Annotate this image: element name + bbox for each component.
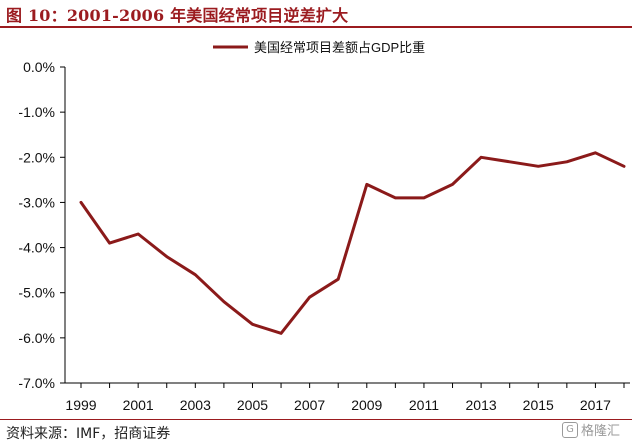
title-rule: [0, 26, 632, 28]
legend-label: 美国经常项目差额占GDP比重: [254, 40, 425, 55]
y-tick-label: -5.0%: [18, 285, 55, 301]
y-tick-label: -6.0%: [18, 330, 55, 346]
x-tick-label: 2015: [523, 397, 554, 413]
x-tick-label: 2003: [180, 397, 211, 413]
legend: 美国经常项目差额占GDP比重: [213, 40, 425, 55]
source-note: 资料来源：IMF，招商证券: [6, 426, 171, 442]
x-tick-label: 1999: [65, 397, 96, 413]
x-tick-label: 2013: [466, 397, 497, 413]
bottom-rule: [0, 419, 632, 420]
y-axis: 0.0% -1.0% -2.0% -3.0% -4.0% -5.0% -6.0% -7.0%: [18, 59, 66, 391]
y-tick-label: -3.0%: [18, 194, 55, 210]
y-tick-label: -7.0%: [18, 375, 55, 391]
y-tick-label: 0.0%: [23, 59, 55, 75]
y-tick-label: -4.0%: [18, 240, 55, 256]
x-axis: 1999 2001 2003 2005 2007 2009 2011 2013 2015 2017: [65, 382, 630, 413]
watermark: G 格隆汇: [561, 420, 620, 439]
y-tick-label: -2.0%: [18, 149, 55, 165]
watermark-logo-icon: G: [561, 421, 578, 438]
x-tick-label: 2001: [123, 397, 154, 413]
x-tick-label: 2007: [294, 397, 325, 413]
series-line: [79, 151, 626, 335]
y-tick-label: -1.0%: [18, 104, 55, 120]
figure-title: 图 10：2001-2006 年美国经常项目逆差扩大: [6, 6, 349, 25]
x-tick-label: 2005: [237, 397, 268, 413]
x-tick-label: 2009: [351, 397, 382, 413]
x-tick-label: 2017: [580, 397, 611, 413]
watermark-text: 格隆汇: [580, 424, 620, 439]
series-layer: [79, 151, 626, 335]
x-tick-label: 2011: [409, 397, 439, 413]
